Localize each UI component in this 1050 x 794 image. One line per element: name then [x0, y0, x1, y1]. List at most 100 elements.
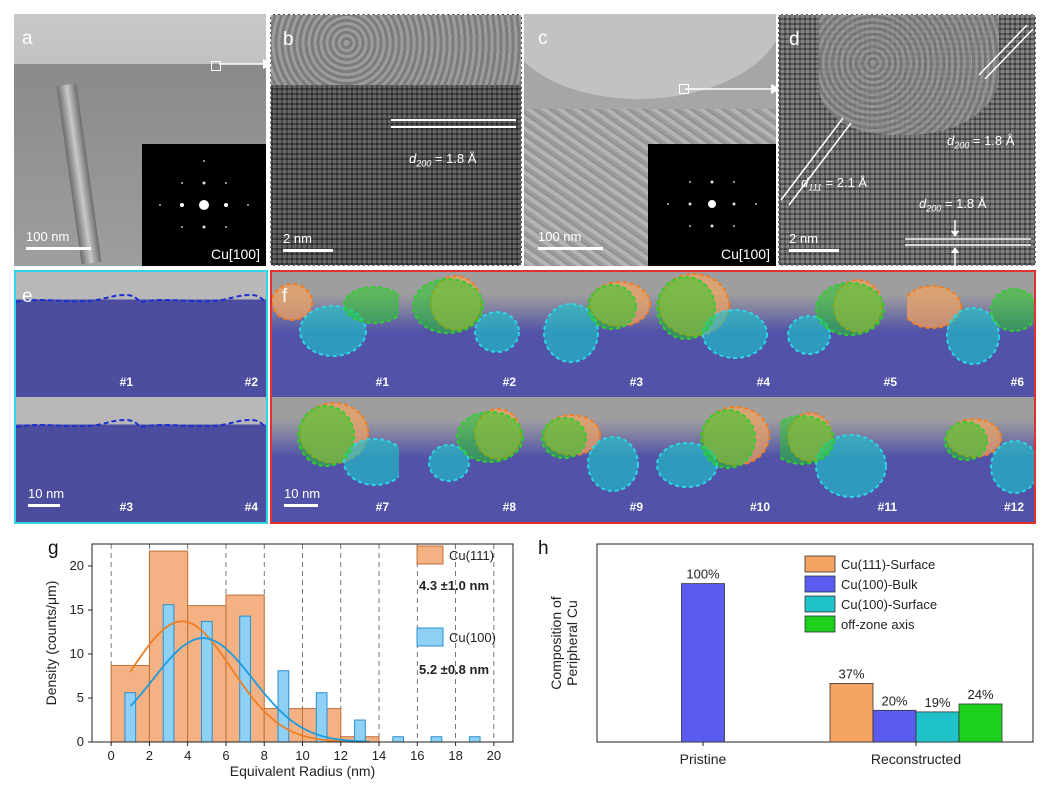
y-tick-label: 0 [77, 734, 84, 749]
tile-number: #9 [629, 500, 643, 514]
tile-number: #4 [756, 375, 770, 389]
legend-label: Cu(111)-Surface [841, 557, 935, 572]
panel-d: d d200 = 1.8 Å d111 = 2.1 Å d200 = 1.8 Å… [778, 14, 1036, 266]
saed-pattern: Cu[100] [142, 144, 266, 266]
bar-reconstructed [958, 703, 1003, 743]
image-tile: #8 [399, 397, 527, 522]
value-label: 37% [838, 666, 864, 681]
legend-label: Cu(111) [449, 548, 494, 563]
image-tile: #3 [526, 272, 654, 398]
x-tick-label: 4 [184, 748, 191, 763]
tile-number: #12 [1003, 500, 1024, 514]
image-tile: #4 [653, 272, 781, 398]
panel-label: f [282, 286, 288, 307]
tile-number: #1 [375, 375, 389, 389]
image-tile: #11 [780, 397, 908, 522]
y-tick-label: 5 [77, 690, 84, 705]
scale-bar-label: 10 nm [28, 486, 65, 501]
image-tile: #5 [780, 272, 908, 398]
zoom-arrow-icon [685, 84, 781, 94]
scale-bar [284, 504, 318, 507]
scale-bar [26, 247, 91, 250]
lattice-annotation [780, 24, 1034, 265]
legend-label: off-zone axis [841, 617, 915, 632]
fit-annotation: 5.2 ±0.8 nm [419, 662, 489, 677]
scale-bar [283, 249, 333, 252]
x-tick-label: Pristine [680, 751, 727, 767]
tile-number: #1 [119, 375, 133, 389]
panel-label: b [283, 29, 294, 50]
fit-curve [129, 637, 370, 743]
bar-cu100 [468, 736, 481, 743]
image-tile: #6 [907, 272, 1034, 398]
x-tick-label: 2 [146, 748, 153, 763]
panel-label: a [22, 28, 33, 49]
bar-reconstructed [872, 709, 917, 743]
x-tick-label: 16 [410, 748, 424, 763]
image-tile: #2 [399, 272, 527, 398]
value-label: 20% [881, 693, 907, 708]
plot-frame [596, 543, 1034, 743]
y-tick-label: 20 [70, 558, 84, 573]
tile-number: #11 [877, 500, 897, 514]
scale-bar-label: 100 nm [538, 229, 582, 244]
panel-label: d [789, 29, 800, 50]
panel-label: c [538, 28, 548, 49]
image-tile: #9 [526, 397, 654, 522]
x-tick-label: 20 [487, 748, 501, 763]
legend-swatch [804, 555, 836, 573]
legend-swatch [416, 627, 444, 647]
x-tick-label: 18 [448, 748, 462, 763]
fit-curve [129, 620, 370, 743]
composition-bar-chart: Composition of Peripheral Cu 100% 37% 20% 19%… [548, 543, 1034, 767]
x-tick-label: 0 [108, 748, 115, 763]
x-tick-label: 10 [295, 748, 309, 763]
x-tick-label: Reconstructed [871, 751, 961, 767]
tile-number: #7 [375, 500, 389, 514]
y-tick-label: 15 [70, 602, 84, 617]
scale-bar-label: 100 nm [26, 229, 70, 244]
tile-number: #3 [119, 500, 133, 514]
bar-cu100 [124, 692, 137, 743]
legend-swatch [804, 575, 836, 593]
legend-label: Cu(100) [449, 630, 496, 645]
legend-swatch [416, 545, 444, 565]
tile-number: #8 [502, 500, 516, 514]
image-tile: #12 [907, 397, 1034, 522]
d-spacing-label: d200 = 1.8 Å [919, 196, 987, 214]
image-tile: #1 [272, 272, 400, 398]
d-spacing-label: d200 = 1.8 Å [947, 133, 1015, 151]
tile-number: #4 [244, 500, 258, 514]
bar-cu100 [430, 736, 443, 743]
y-axis-title: Peripheral Cu [564, 600, 580, 686]
tile-number: #10 [749, 500, 770, 514]
value-label: 19% [924, 695, 950, 710]
bar-cu100 [392, 736, 405, 743]
y-axis-title: Composition of [548, 596, 564, 689]
d-spacing-label: d200 = 1.8 Å [409, 151, 477, 169]
legend-label: Cu(100)-Surface [841, 597, 937, 612]
scale-bar [28, 504, 60, 507]
y-tick-label: 10 [70, 646, 84, 661]
zone-axis-label: Cu[100] [720, 246, 770, 262]
panel-label: h [538, 538, 549, 559]
scale-bar-label: 2 nm [789, 231, 818, 246]
bar-cu100 [277, 670, 290, 743]
zone-axis-label: Cu[100] [210, 246, 260, 262]
panel-b: b d200 = 1.8 Å 2 nm [270, 14, 522, 266]
tile-number: #3 [629, 375, 643, 389]
legend-swatch [804, 615, 836, 633]
fit-annotation: 4.3 ±1.0 nm [419, 578, 489, 593]
saed-pattern: Cu[100] [648, 144, 776, 266]
x-tick-label: 8 [261, 748, 268, 763]
tile-number: #2 [502, 375, 516, 389]
panel-label: e [22, 286, 33, 307]
scale-bar-label: 2 nm [283, 231, 312, 246]
image-tile: #1 [16, 272, 142, 398]
x-axis-title: Equivalent Radius (nm) [230, 763, 376, 779]
tile-number: #6 [1010, 375, 1024, 389]
image-tile: #4 [141, 397, 266, 522]
value-label: 24% [967, 687, 993, 702]
value-label: 100% [686, 567, 720, 582]
y-axis-title: Density (counts/μm) [43, 581, 59, 706]
